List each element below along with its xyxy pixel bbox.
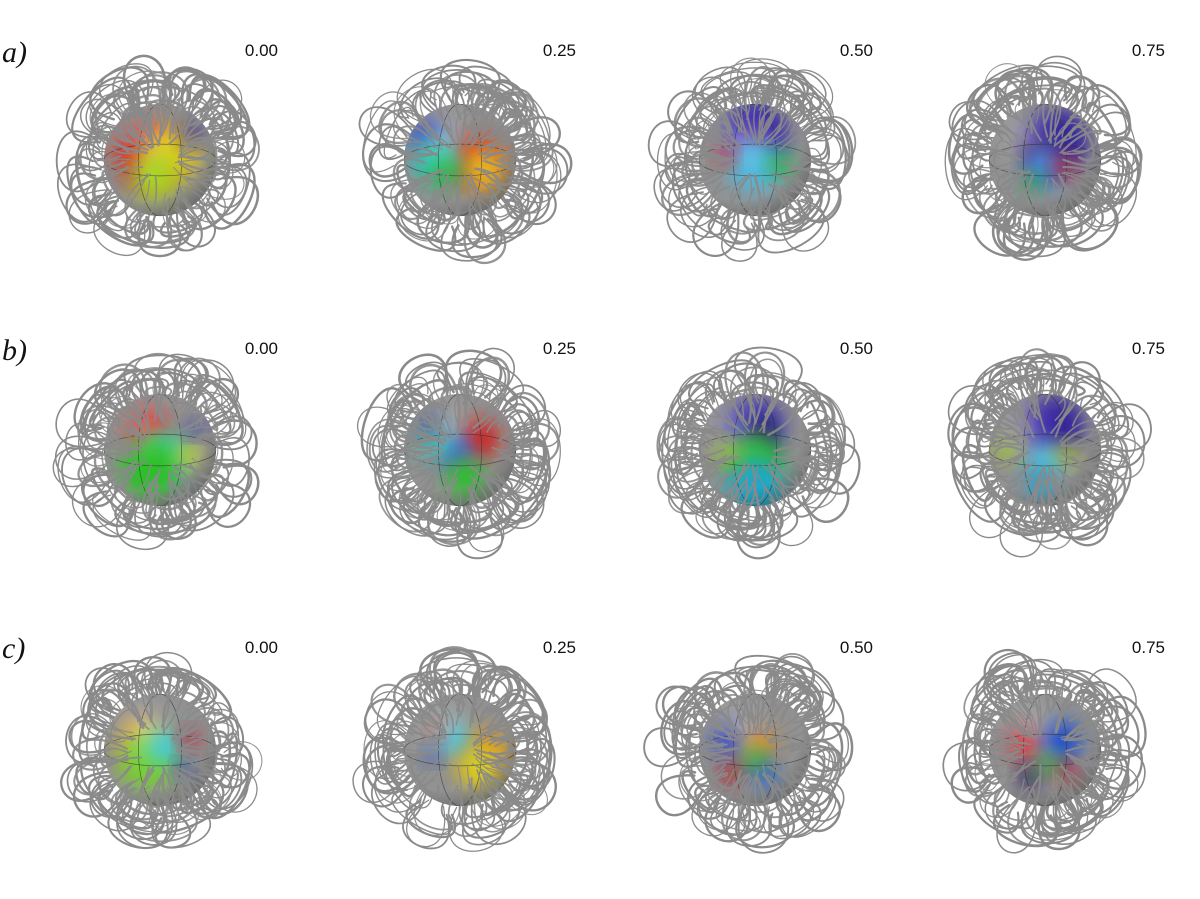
phase-label: 0.25	[543, 339, 576, 358]
phase-label: 0.00	[245, 638, 278, 657]
star-panel: 0.00	[52, 339, 278, 551]
phase-label: 0.75	[1132, 41, 1165, 60]
field-lines-front	[661, 57, 857, 244]
star-panel: 0.00	[55, 41, 278, 258]
phase-label: 0.75	[1132, 339, 1165, 358]
row-label: b)	[2, 334, 27, 367]
field-lines-front	[76, 65, 260, 252]
phase-label: 0.50	[840, 638, 873, 657]
star-panel: 0.50	[643, 638, 873, 854]
field-lines-front	[363, 646, 552, 838]
field-lines-front	[961, 664, 1129, 847]
row-0: a) 0.00 0.25 0.50 0.75	[2, 36, 1165, 264]
star-panel: 0.25	[357, 339, 576, 560]
star-panel: 0.00	[60, 638, 278, 850]
row-1: b) 0.00 0.25 0.50 0.75	[2, 334, 1165, 560]
field-lines-front	[366, 356, 560, 546]
stellar-surface	[103, 103, 217, 217]
star-panel: 0.50	[647, 41, 873, 262]
field-lines-front	[656, 351, 846, 546]
field-lines-front	[660, 653, 846, 842]
phase-label: 0.00	[245, 339, 278, 358]
field-lines-front	[953, 63, 1142, 252]
phase-label: 0.25	[543, 638, 576, 657]
star-panel: 0.75	[947, 339, 1165, 558]
star-panel: 0.50	[656, 339, 873, 560]
phase-label: 0.50	[840, 41, 873, 60]
field-lines-front	[70, 659, 263, 843]
field-lines-front	[369, 73, 558, 264]
star-panel: 0.75	[944, 41, 1165, 261]
field-lines-front	[77, 352, 244, 541]
phase-label: 0.25	[543, 41, 576, 60]
row-label: a)	[2, 36, 27, 69]
row-label: c)	[2, 632, 25, 665]
star-panel: 0.25	[352, 638, 576, 852]
star-panel: 0.25	[358, 41, 576, 264]
phase-label: 0.75	[1132, 638, 1165, 657]
phase-label: 0.50	[840, 339, 873, 358]
field-lines-front	[961, 348, 1145, 550]
phase-label: 0.00	[245, 41, 278, 60]
star-panel: 0.75	[942, 638, 1165, 854]
row-2: c) 0.00 0.25 0.50 0.75	[2, 632, 1165, 854]
